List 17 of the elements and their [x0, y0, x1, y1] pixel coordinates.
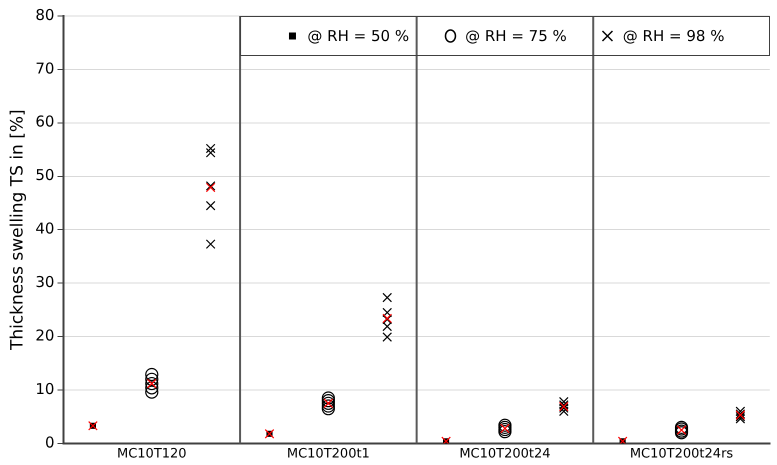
x-tick-label: MC10T120 [116, 446, 187, 462]
x-tick-label: MC10T200t1 [286, 446, 370, 462]
y-tick-label: 70 [35, 59, 54, 78]
x-tick-label: MC10T200t24 [459, 446, 551, 462]
y-tick-label: 60 [35, 112, 54, 131]
y-tick-label: 10 [35, 380, 54, 398]
legend-label: @ RH = 98 % [622, 27, 724, 45]
y-tick-label: 20 [35, 326, 54, 344]
y-tick-label: 80 [35, 6, 54, 24]
y-tick-label: 40 [35, 220, 54, 238]
legend-label: @ RH = 75 % [465, 27, 567, 45]
y-axis-title: Thickness swelling TS in [%] [8, 109, 28, 352]
y-tick-label: 50 [35, 166, 54, 184]
y-tick-label: 30 [35, 273, 54, 292]
legend-label: @ RH = 50 % [307, 27, 410, 45]
y-tick-label: 0 [44, 433, 54, 452]
x-tick-label: MC10T200t24rs [630, 446, 734, 462]
